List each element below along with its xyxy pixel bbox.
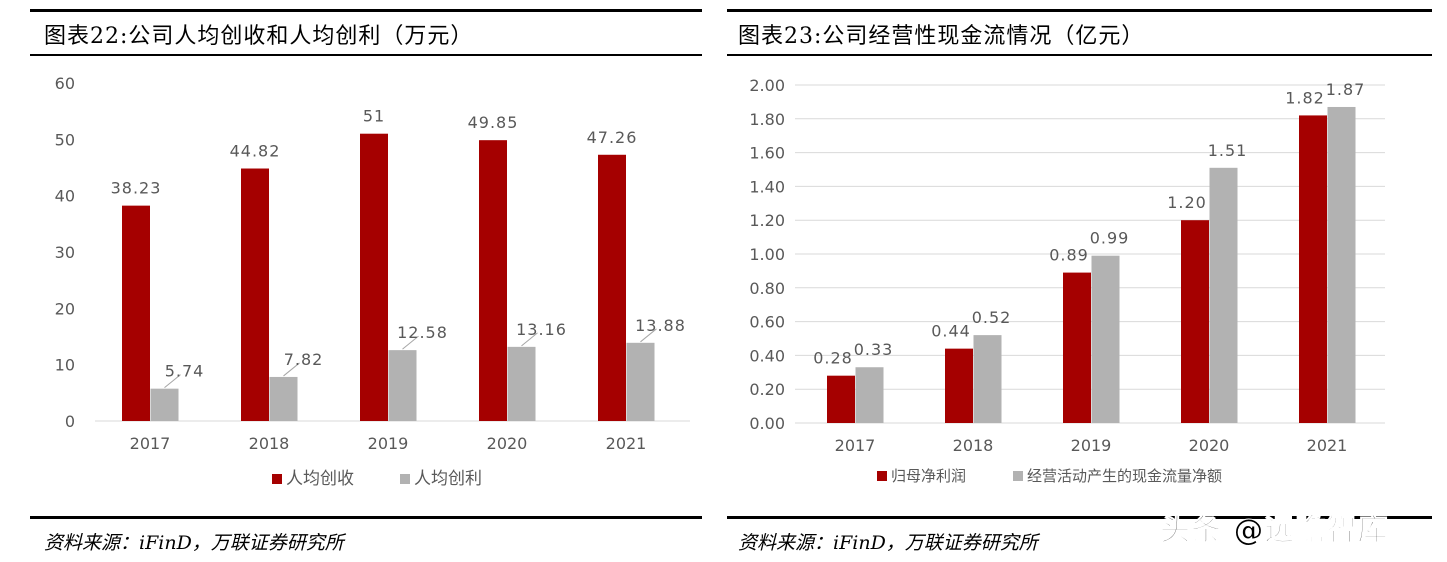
x-tick-label: 2019 [1071, 436, 1112, 455]
x-tick-label: 2017 [130, 434, 171, 453]
data-label: 0.52 [972, 308, 1012, 327]
data-label: 5.74 [165, 362, 205, 381]
data-label: 0.99 [1090, 229, 1130, 248]
y-tick-label: 0.40 [749, 346, 785, 365]
bar-series2 [1091, 255, 1120, 423]
left-source: 资料来源：iFinD，万联证券研究所 [44, 532, 344, 554]
x-tick-label: 2020 [487, 434, 528, 453]
bar-series1 [598, 154, 626, 421]
y-tick-label: 0.20 [749, 380, 785, 399]
bar-series2 [973, 335, 1002, 423]
bar-series2 [150, 388, 179, 421]
bottom-rule-left [30, 516, 702, 519]
right-source: 资料来源：iFinD，万联证券研究所 [738, 532, 1038, 554]
right-chart-title: 图表23:公司经营性现金流情况（亿元） [738, 24, 1145, 49]
data-label: 13.88 [635, 316, 686, 335]
y-tick-label: 1.20 [749, 211, 785, 230]
y-tick-label: 20 [55, 299, 75, 318]
data-label: 44.82 [230, 142, 281, 161]
bar-series2 [1209, 167, 1238, 423]
data-label: 0.33 [854, 340, 894, 359]
bar-series1 [360, 133, 388, 421]
y-tick-label: 2.00 [749, 76, 785, 95]
data-label: 0.89 [1049, 246, 1089, 265]
leader-line [521, 332, 538, 347]
bar-series2 [388, 350, 417, 421]
bar-series1 [479, 140, 507, 421]
data-label: 0.28 [813, 349, 853, 368]
y-tick-label: 50 [55, 130, 75, 149]
data-label: 38.23 [111, 179, 162, 198]
title-rule-left [30, 54, 702, 56]
data-label: 0.44 [931, 322, 971, 341]
top-rule-right [727, 9, 1432, 12]
y-tick-label: 1.40 [749, 177, 785, 196]
legend-swatch [877, 471, 887, 481]
bar-series1 [1299, 115, 1327, 424]
y-tick-label: 10 [55, 356, 75, 375]
title-rule-right [727, 54, 1432, 56]
bar-series1 [945, 348, 973, 423]
legend-swatch [400, 474, 410, 484]
data-label: 47.26 [587, 128, 638, 147]
y-tick-label: 0.80 [749, 279, 785, 298]
data-label: 1.82 [1285, 88, 1325, 107]
x-tick-label: 2021 [1307, 436, 1348, 455]
data-label: 1.51 [1208, 141, 1248, 160]
legend-label: 人均创利 [414, 469, 482, 489]
x-tick-label: 2018 [953, 436, 994, 455]
data-label: 7.82 [284, 350, 324, 369]
y-tick-label: 30 [55, 243, 75, 262]
leader-line [402, 335, 419, 350]
legend-label: 归母净利润 [891, 467, 966, 485]
y-tick-label: 1.80 [749, 110, 785, 129]
x-tick-label: 2020 [1189, 436, 1230, 455]
data-label: 49.85 [468, 113, 519, 132]
bar-series2 [269, 376, 298, 421]
bar-series1 [122, 205, 150, 421]
leader-line [283, 362, 300, 377]
y-tick-label: 40 [55, 187, 75, 206]
bar-series1 [827, 375, 855, 423]
y-tick-label: 1.60 [749, 144, 785, 163]
y-tick-label: 0.00 [749, 414, 785, 433]
data-label: 51 [363, 107, 385, 126]
legend-swatch [1013, 471, 1023, 481]
y-tick-label: 60 [55, 74, 75, 93]
data-label: 1.20 [1167, 193, 1207, 212]
x-tick-label: 2019 [368, 434, 409, 453]
top-rule-left [30, 9, 702, 12]
leader-line [640, 328, 657, 343]
bar-series2 [507, 346, 536, 421]
y-tick-label: 0 [65, 412, 75, 431]
left-chart-title: 图表22:公司人均创收和人均创利（万元） [44, 24, 474, 49]
bottom-rule-right [727, 516, 1432, 519]
bar-series2 [1327, 106, 1356, 423]
leader-line [164, 374, 181, 389]
bar-series2 [855, 367, 884, 423]
legend-swatch [272, 474, 282, 484]
watermark: 头条 @远瞻智库 [1159, 513, 1389, 549]
data-label: 13.16 [516, 320, 567, 339]
legend-label: 经营活动产生的现金流量净额 [1027, 467, 1222, 485]
y-tick-label: 1.00 [749, 245, 785, 264]
legend-label: 人均创收 [286, 469, 354, 489]
bar-series2 [626, 342, 655, 421]
x-tick-label: 2018 [249, 434, 290, 453]
data-label: 12.58 [397, 323, 448, 342]
bar-series1 [1181, 220, 1209, 423]
y-tick-label: 0.60 [749, 313, 785, 332]
data-label: 1.87 [1326, 80, 1366, 99]
bar-series1 [241, 168, 269, 421]
bar-series1 [1063, 272, 1091, 423]
x-tick-label: 2021 [606, 434, 647, 453]
x-tick-label: 2017 [835, 436, 876, 455]
